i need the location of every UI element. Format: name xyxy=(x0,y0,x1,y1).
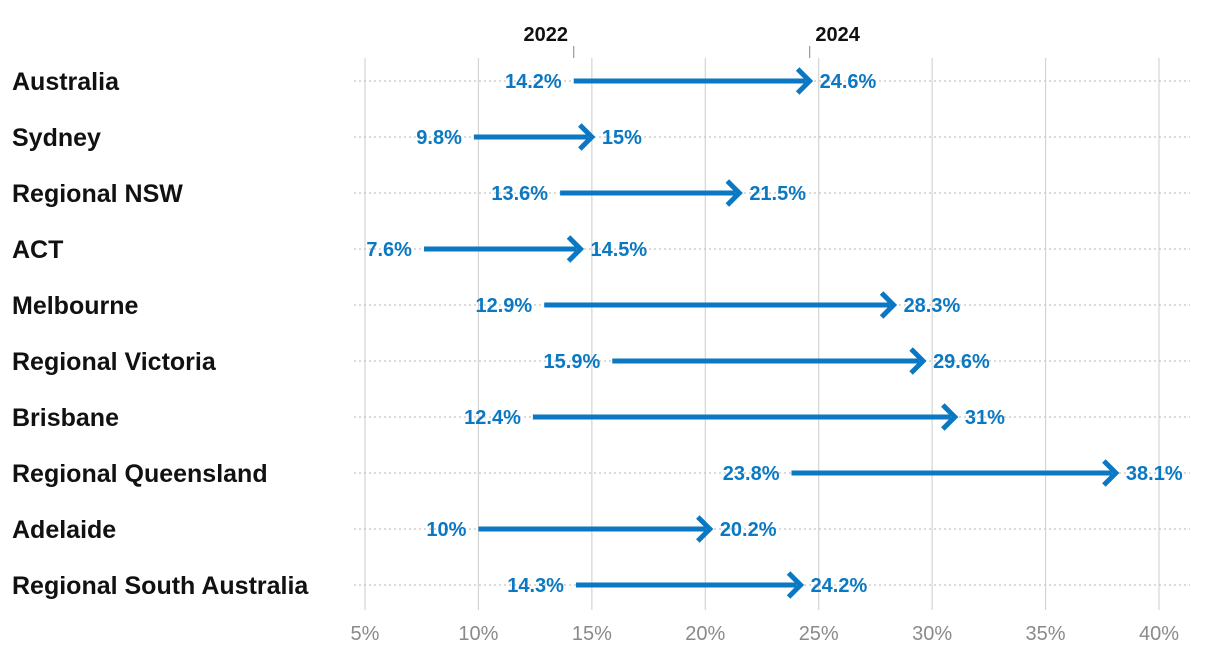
row-guide-lines xyxy=(354,80,1190,586)
arrow-head xyxy=(795,67,814,95)
x-tick-label: 35% xyxy=(1026,623,1066,645)
arrow-head xyxy=(696,515,714,543)
row-category-label: Regional Queensland xyxy=(12,460,268,488)
labels: Australia 14.2% 24.6% Sydney 9.8% 15% Regional… xyxy=(12,68,1183,600)
end-value-label: 24.2% xyxy=(811,575,868,597)
end-value-label: 21.5% xyxy=(749,183,806,205)
arrow-head xyxy=(909,347,927,375)
end-value-label: 28.3% xyxy=(904,295,961,317)
arrows xyxy=(423,67,1120,599)
row-category-label: Adelaide xyxy=(12,516,116,544)
year-header: 2022 2024 xyxy=(523,24,861,58)
start-value-label: 10% xyxy=(426,519,466,541)
arrow-head xyxy=(566,235,585,263)
arrow-head xyxy=(578,123,596,151)
start-year-label: 2022 xyxy=(523,24,568,46)
row-category-label: Brisbane xyxy=(12,404,119,432)
arrow-head xyxy=(941,403,959,431)
start-value-label: 14.3% xyxy=(507,575,564,597)
row-category-label: Sydney xyxy=(12,124,101,152)
start-value-label: 15.9% xyxy=(544,351,601,373)
end-year-label: 2024 xyxy=(815,24,860,46)
arrow-head xyxy=(879,291,898,319)
x-tick-label: 15% xyxy=(572,623,612,645)
row-category-label: Melbourne xyxy=(12,292,138,320)
x-tick-label: 20% xyxy=(685,623,725,645)
x-tick-label: 10% xyxy=(458,623,498,645)
end-value-label: 15% xyxy=(602,127,642,149)
x-tick-label: 25% xyxy=(799,623,839,645)
end-value-label: 24.6% xyxy=(820,71,877,93)
x-tick-label: 40% xyxy=(1139,623,1179,645)
start-value-label: 13.6% xyxy=(491,183,548,205)
start-value-label: 23.8% xyxy=(723,463,780,485)
x-axis: 5% 10% 15% 20% 25% 30% 35% 40% xyxy=(351,623,1180,645)
x-tick-label: 30% xyxy=(912,623,952,645)
start-value-label: 7.6% xyxy=(366,239,412,261)
row-category-label: Australia xyxy=(12,68,120,96)
row-category-label: Regional South Australia xyxy=(12,572,309,600)
arrow-head xyxy=(786,571,805,599)
end-value-label: 29.6% xyxy=(933,351,990,373)
row-category-label: ACT xyxy=(12,236,63,264)
arrow-head xyxy=(725,179,743,207)
start-value-label: 14.2% xyxy=(505,71,562,93)
start-value-label: 12.9% xyxy=(475,295,532,317)
gridlines xyxy=(364,58,1160,610)
arrow-head xyxy=(1102,459,1120,487)
end-value-label: 31% xyxy=(965,407,1005,429)
start-value-label: 12.4% xyxy=(464,407,521,429)
end-value-label: 20.2% xyxy=(720,519,777,541)
end-value-label: 38.1% xyxy=(1126,463,1183,485)
row-category-label: Regional Victoria xyxy=(12,348,217,376)
end-value-label: 14.5% xyxy=(591,239,648,261)
row-category-label: Regional NSW xyxy=(12,180,183,208)
x-tick-label: 5% xyxy=(351,623,380,645)
start-value-label: 9.8% xyxy=(416,127,462,149)
